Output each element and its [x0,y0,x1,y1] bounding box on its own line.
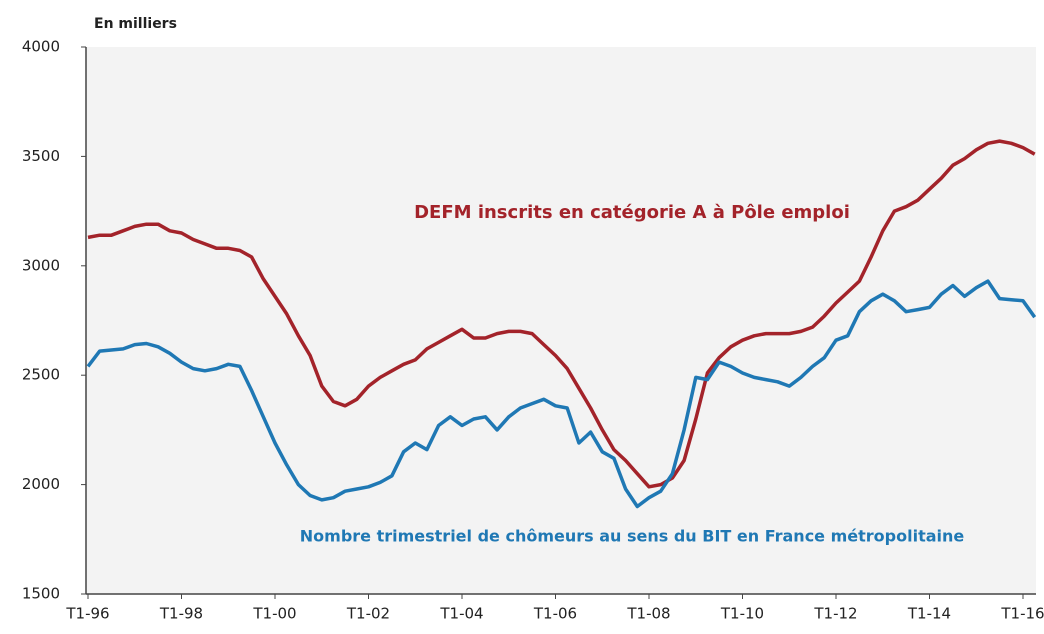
series-label: Nombre trimestriel de chômeurs au sens d… [300,527,965,546]
y-tick-label: 2000 [22,475,60,493]
y-tick-label: 3500 [22,147,60,165]
x-tick-label: T1-12 [813,605,857,623]
y-axis-label: En milliers [94,16,177,32]
line-series [86,279,1037,509]
x-tick-label: T1-02 [346,605,390,623]
x-tick-label: T1-14 [907,605,951,623]
y-tick-label: 4000 [22,38,60,56]
y-tick-label: 3000 [22,256,60,274]
x-tick-label: T1-04 [439,605,483,623]
x-tick-label: T1-10 [720,605,764,623]
line-series [87,139,1036,489]
x-tick-label: T1-16 [1000,605,1044,623]
series-label: DEFM inscrits en catégorie A à Pôle empl… [414,202,850,223]
x-tick-label: T1-96 [65,605,109,623]
x-tick-label: T1-08 [626,605,670,623]
x-tick-label: T1-06 [533,605,577,623]
x-tick-label: T1-00 [252,605,296,623]
y-tick-label: 1500 [22,585,60,603]
x-tick-label: T1-98 [159,605,203,623]
y-tick-label: 2500 [22,366,60,384]
plot-area [86,47,1036,594]
